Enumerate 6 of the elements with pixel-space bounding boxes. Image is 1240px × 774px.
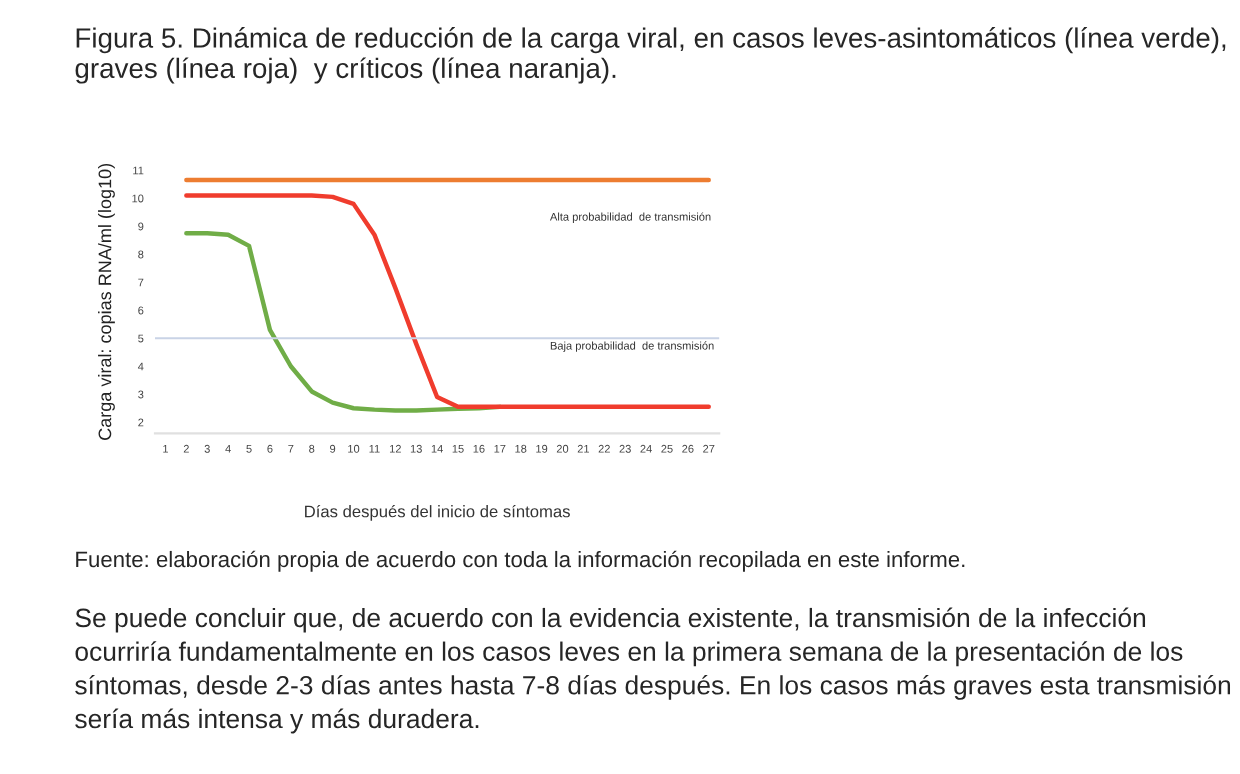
text: Se puede concluir que, de acuerdo con la evidencia existente, la transmisión de la infección ocurriría fundamentalmente en los casos leves en la primera semana de la presentación de los síntomas, desde 2-3 días antes hasta 7-8 días después. En los casos más graves esta transmisión sería más intensa y más duradera. — [75, 607, 1231, 734]
x-axis-title: Días después del inicio de síntomas — [305, 504, 570, 521]
y-axis-title: Carga viral: copias RNA/ml (log10) — [98, 164, 115, 440]
chart-title: Figura 5. Dinámica de reducción de la carga viral, en casos leves-asintomáticos (línea verde), graves (línea roja) y críticos (línea naranja). — [75, 27, 1226, 84]
source-note: Fuente: elaboración propia de acuerdo con toda la información recopilada en este informe. — [76, 550, 965, 572]
line-series — [184, 193, 711, 410]
